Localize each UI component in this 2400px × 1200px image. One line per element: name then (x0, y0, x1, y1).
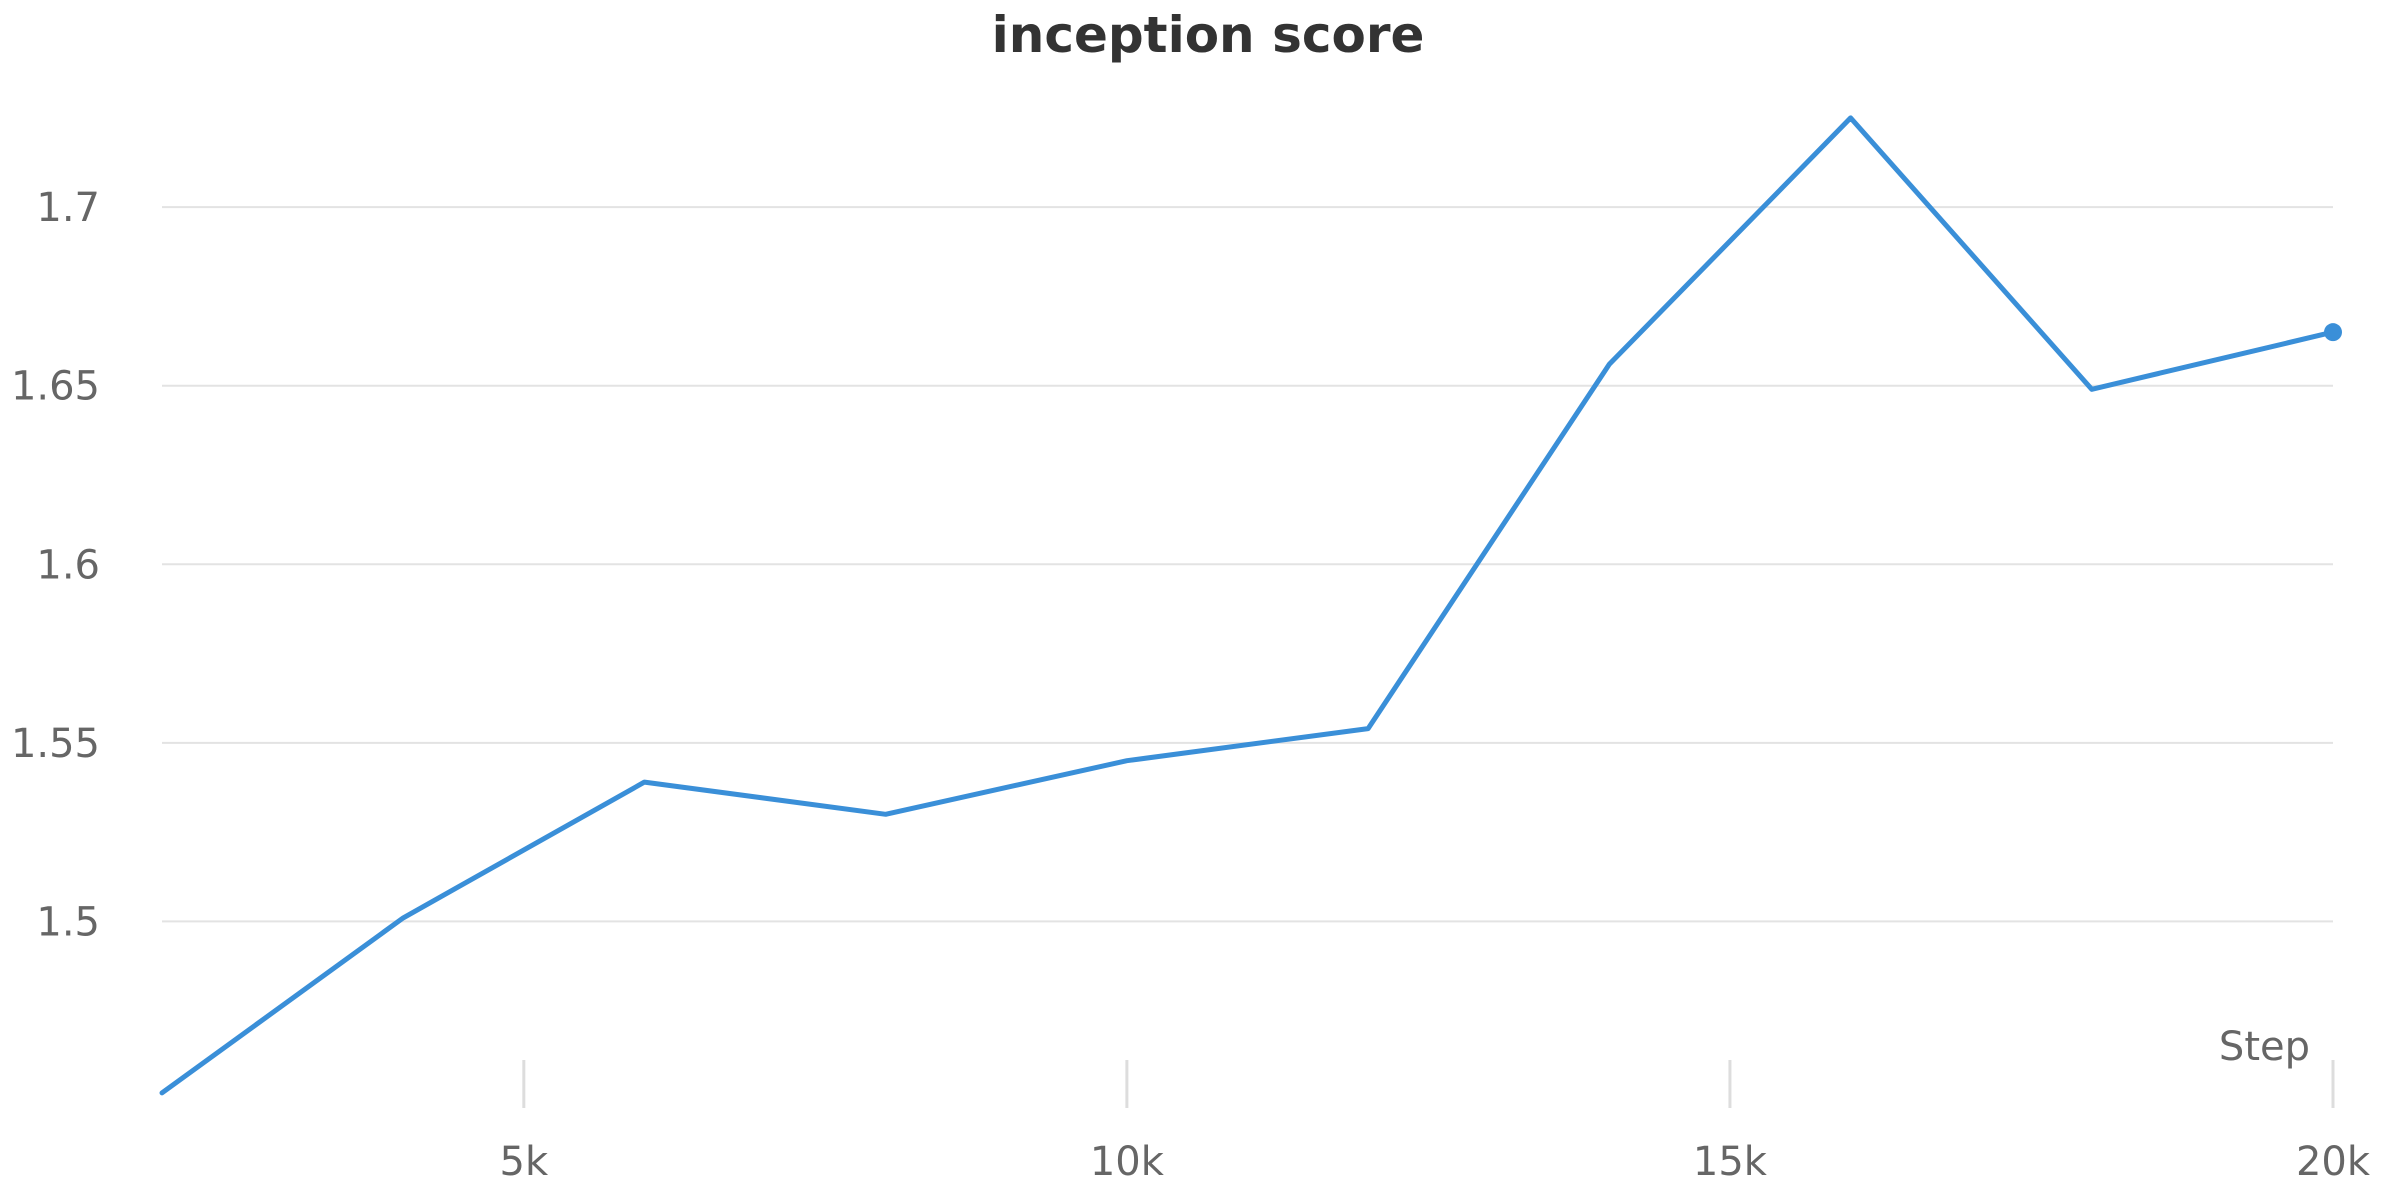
x-tick-label-1: 10k (1090, 1139, 1165, 1185)
y-tick-label-1: 1.55 (11, 721, 100, 767)
x-axis-ticks: 5k 10k 15k 20k (500, 1060, 2371, 1185)
y-tick-label-4: 1.7 (36, 185, 100, 231)
x-tick-label-3: 20k (2296, 1139, 2371, 1185)
y-tick-label-0: 1.5 (36, 899, 100, 945)
series-layer (159, 115, 2342, 1096)
series-last-point-0 (2324, 323, 2342, 342)
x-tick-label-2: 15k (1693, 1139, 1768, 1185)
x-axis-label: Step (2219, 1024, 2310, 1070)
grid-lines (162, 206, 2333, 923)
y-axis-ticks: 1.5 1.55 1.6 1.65 1.7 (11, 185, 100, 945)
series-line-0 (159, 115, 2336, 1096)
y-tick-label-2: 1.6 (36, 542, 100, 588)
x-tick-label-0: 5k (500, 1139, 549, 1185)
chart-title: inception score (992, 6, 1425, 64)
y-tick-label-3: 1.65 (11, 364, 100, 410)
